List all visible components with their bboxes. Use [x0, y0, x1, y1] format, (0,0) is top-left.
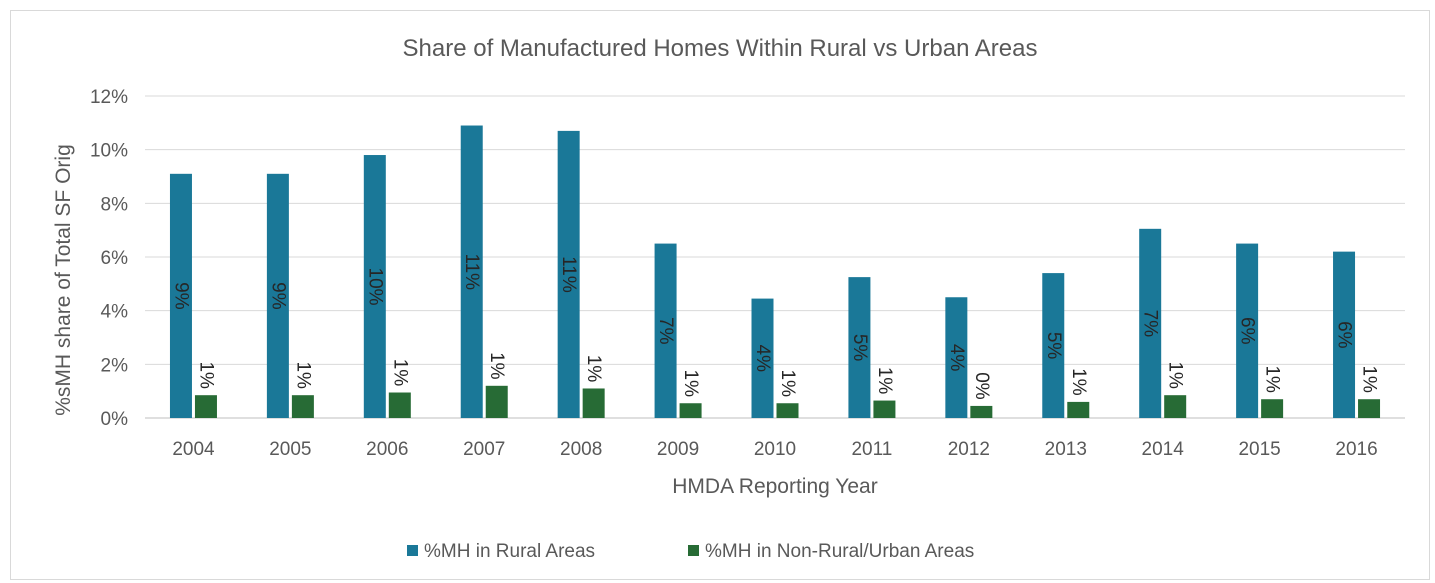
- data-label: 1%: [1262, 365, 1283, 393]
- bar-urban: [291, 395, 314, 418]
- data-label: 0%: [971, 372, 992, 400]
- x-tick-label: 2006: [366, 439, 408, 460]
- bar-rural: [1042, 273, 1065, 418]
- gridlines: [145, 95, 1405, 419]
- bar-urban: [1261, 399, 1284, 418]
- bars: [169, 125, 1381, 419]
- bar-urban: [776, 403, 799, 418]
- data-label: 9%: [170, 282, 191, 310]
- bar-urban: [1067, 401, 1090, 418]
- x-axis-ticks: 2004 2005 2006 2007 2008 2009 2010 2011 2012 2013…: [172, 439, 1377, 460]
- chart-frame: [10, 10, 1430, 580]
- bar-rural: [1236, 243, 1259, 418]
- data-label: 1%: [1165, 361, 1186, 389]
- bar-rural: [266, 173, 289, 418]
- data-label: 7%: [1140, 310, 1161, 338]
- data-label: 5%: [1043, 332, 1064, 360]
- bar-rural: [460, 125, 483, 419]
- bar-urban: [970, 405, 993, 418]
- bar-urban: [194, 395, 217, 418]
- x-tick-label: 2009: [657, 439, 699, 460]
- chart-title: Share of Manufactured Homes Within Rural…: [403, 35, 1038, 62]
- data-label: 1%: [1068, 368, 1089, 396]
- bar-urban: [679, 403, 702, 418]
- x-tick-label: 2005: [269, 439, 311, 460]
- bar-rural: [848, 277, 871, 418]
- y-tick-label: 4%: [101, 302, 129, 323]
- data-label: 1%: [1359, 365, 1380, 393]
- bar-rural: [751, 298, 774, 418]
- legend-label: %MH in Rural Areas: [424, 541, 595, 562]
- bar-rural: [169, 173, 192, 418]
- data-label: 1%: [583, 355, 604, 383]
- bar-urban: [1164, 395, 1187, 418]
- data-label: 5%: [849, 334, 870, 362]
- bar-rural: [1333, 251, 1356, 418]
- bar-urban: [1358, 399, 1381, 418]
- bar-urban: [582, 388, 605, 418]
- data-label: 11%: [558, 256, 579, 293]
- x-tick-label: 2014: [1142, 439, 1185, 460]
- bar-rural: [654, 243, 677, 418]
- data-label: 4%: [752, 345, 773, 373]
- data-label: 4%: [946, 344, 967, 372]
- bar-rural: [557, 130, 580, 418]
- y-tick-label: 0%: [101, 409, 129, 430]
- x-axis-title: HMDA Reporting Year: [672, 475, 877, 498]
- data-label: 1%: [292, 361, 313, 389]
- data-label: 1%: [195, 361, 216, 389]
- data-labels: 9%1%9%1%10%1%11%1%11%1%7%1%4%1%5%1%4%0%5…: [170, 253, 1379, 399]
- x-tick-label: 2016: [1335, 439, 1377, 460]
- y-tick-label: 8%: [101, 194, 129, 215]
- x-tick-label: 2010: [754, 439, 796, 460]
- data-label: 11%: [461, 253, 482, 290]
- data-label: 7%: [655, 317, 676, 345]
- y-axis-ticks: 0% 2% 4% 6% 8% 10% 12%: [90, 87, 128, 430]
- x-tick-label: 2012: [948, 439, 990, 460]
- y-tick-label: 10%: [90, 141, 128, 162]
- data-label: 9%: [267, 282, 288, 310]
- data-label: 1%: [680, 370, 701, 398]
- bar-rural: [1139, 228, 1162, 418]
- data-label: 1%: [389, 359, 410, 387]
- x-tick-label: 2011: [851, 439, 892, 460]
- x-tick-label: 2007: [463, 439, 505, 460]
- data-label: 10%: [364, 268, 385, 306]
- data-label: 6%: [1237, 317, 1258, 345]
- x-tick-label: 2004: [172, 439, 215, 460]
- legend-swatch: [407, 545, 418, 556]
- y-tick-label: 6%: [101, 248, 129, 269]
- y-tick-label: 2%: [101, 355, 129, 376]
- data-label: 1%: [874, 367, 895, 395]
- x-tick-label: 2008: [560, 439, 602, 460]
- legend: %MH in Rural Areas %MH in Non-Rural/Urban…: [407, 541, 974, 562]
- bar-urban: [388, 392, 411, 418]
- data-label: 1%: [777, 370, 798, 398]
- bar-urban: [485, 385, 508, 418]
- legend-label: %MH in Non-Rural/Urban Areas: [705, 541, 974, 562]
- data-label: 1%: [486, 352, 507, 380]
- bar-urban: [873, 400, 896, 418]
- y-tick-label: 12%: [90, 87, 128, 108]
- y-axis-title: %sMH share of Total SF Orig: [52, 144, 75, 416]
- bar-rural: [945, 297, 968, 418]
- legend-swatch: [688, 545, 699, 556]
- x-tick-label: 2013: [1045, 439, 1087, 460]
- data-label: 6%: [1334, 321, 1355, 349]
- x-tick-label: 2015: [1238, 439, 1280, 460]
- bar-rural: [363, 155, 386, 419]
